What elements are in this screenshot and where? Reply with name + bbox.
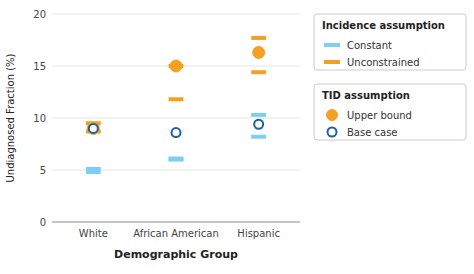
- range-high: [86, 167, 101, 171]
- range-high: [169, 157, 184, 161]
- dot: [172, 128, 181, 137]
- y-tick-label: 10: [33, 113, 46, 124]
- dot: [170, 60, 182, 72]
- dot: [89, 124, 98, 133]
- legend-swatch: [327, 110, 338, 121]
- dot: [87, 122, 99, 134]
- y-axis-label: Undiagnosed Fraction (%): [5, 53, 16, 182]
- legend-label: Constant: [347, 40, 392, 51]
- legend-frame: [314, 14, 466, 70]
- range-low: [251, 135, 266, 139]
- series-range: [86, 115, 266, 172]
- y-tick-label: 15: [33, 61, 46, 72]
- grid-line: [52, 170, 300, 171]
- y-tick-label: 0: [40, 217, 46, 228]
- legend-swatch: [324, 60, 340, 64]
- grid-line: [52, 222, 300, 223]
- range-high: [251, 36, 266, 40]
- x-axis-line: [52, 222, 300, 223]
- marks: [86, 38, 266, 172]
- series-range: [86, 38, 266, 132]
- legend: TID assumption Upper bound Base case: [314, 84, 466, 140]
- legend-swatch: [328, 128, 337, 137]
- range-low: [169, 97, 184, 101]
- legend-title: Incidence assumption: [322, 20, 445, 31]
- series-dot: [87, 46, 264, 134]
- grid-line: [52, 14, 300, 15]
- range-low: [169, 158, 184, 162]
- range-high: [251, 113, 266, 117]
- legend-label: Unconstrained: [347, 57, 420, 68]
- legend-frame: [314, 84, 466, 140]
- legend-label: Upper bound: [347, 110, 412, 121]
- legend-swatch: [324, 43, 340, 47]
- x-axis-label: Demographic Group: [114, 248, 238, 261]
- dot: [254, 120, 263, 129]
- series-dot: [89, 120, 263, 137]
- legend: Incidence assumption Constant Unconstraine…: [314, 14, 466, 70]
- y-tick-label: 5: [40, 165, 46, 176]
- grid: [52, 14, 300, 222]
- x-tick-label: African American: [133, 228, 219, 239]
- dot: [253, 46, 265, 58]
- legend-title: TID assumption: [322, 90, 410, 101]
- grid-line: [52, 118, 300, 119]
- x-tick-label: Hispanic: [237, 228, 280, 239]
- range-low: [251, 70, 266, 74]
- y-tick-label: 20: [33, 9, 46, 20]
- chart: 0 5 10 15 20 White African American Hispanic Dem…: [0, 0, 474, 274]
- x-tick-label: White: [79, 228, 108, 239]
- legend-label: Base case: [347, 127, 398, 138]
